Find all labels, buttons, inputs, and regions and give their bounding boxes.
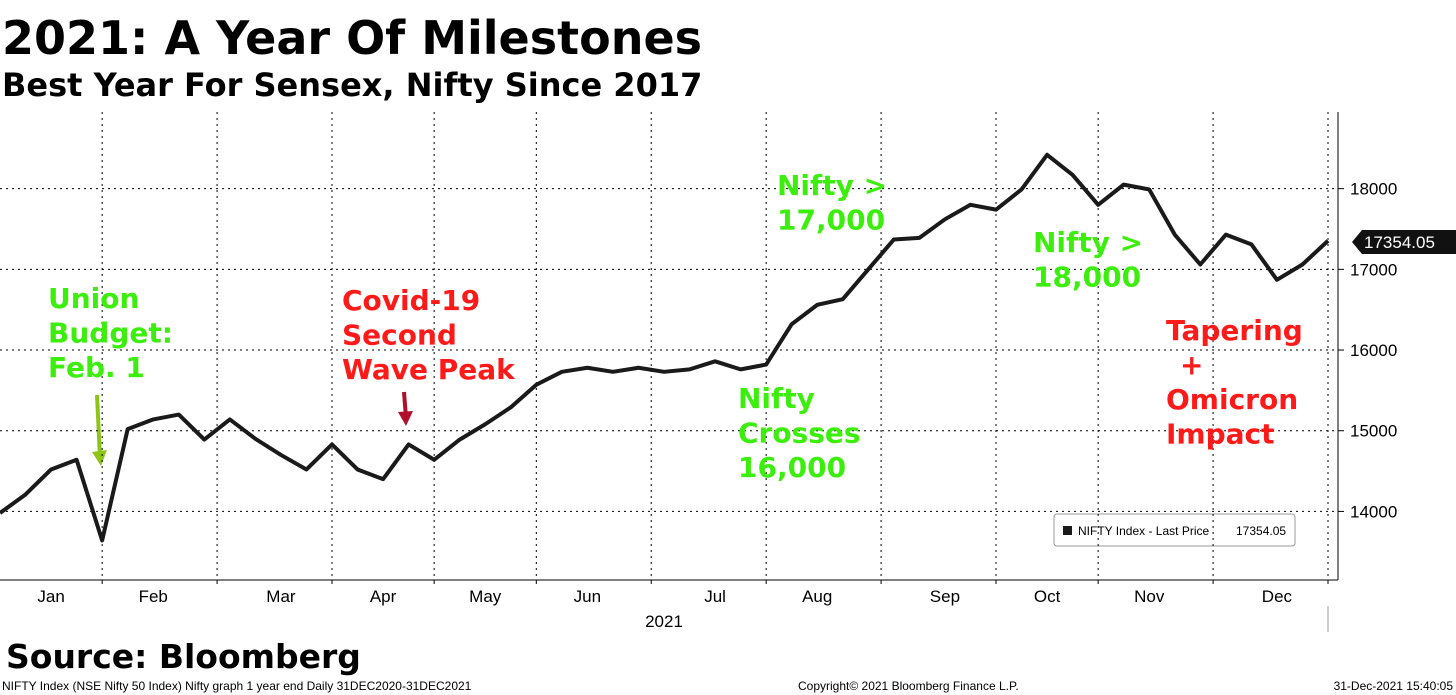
y-tick-label: 16000 [1350, 341, 1397, 360]
footer-left: NIFTY Index (NSE Nifty 50 Index) Nifty g… [2, 679, 472, 693]
annotation: Union [48, 282, 139, 315]
arrow-head [398, 411, 413, 426]
x-tick-label: Oct [1034, 587, 1061, 606]
y-tick-label: 18000 [1350, 180, 1397, 199]
x-tick-label: Dec [1262, 587, 1293, 606]
x-axis-label: 2021 [645, 612, 683, 631]
x-tick-label: Mar [266, 587, 296, 606]
annotation: Budget: [48, 317, 173, 350]
annotation: Second [342, 319, 457, 352]
annotation: Crosses [738, 417, 861, 450]
annotation: Covid-19 [342, 284, 480, 317]
annotation: Feb. 1 [48, 351, 145, 384]
footer-center: Copyright© 2021 Bloomberg Finance L.P. [798, 679, 1019, 693]
annotation: 16,000 [738, 451, 846, 484]
last-price-box [1352, 230, 1456, 254]
price-line [0, 152, 1330, 543]
annotation: Tapering [1166, 314, 1303, 347]
legend-swatch [1063, 526, 1072, 535]
x-tick-label: Jul [704, 587, 726, 606]
x-tick-label: May [469, 587, 502, 606]
annotation: Wave Peak [342, 353, 516, 386]
x-tick-label: Jun [574, 587, 601, 606]
annotation: Impact [1166, 418, 1275, 451]
annotation: Nifty > [1033, 226, 1143, 259]
annotation: Nifty [738, 382, 815, 415]
legend-value: 17354.05 [1236, 524, 1286, 538]
annotation: 17,000 [777, 204, 885, 237]
source: Source: Bloomberg [6, 637, 361, 676]
annotation: + [1180, 349, 1203, 382]
y-tick-label: 15000 [1350, 422, 1397, 441]
y-tick-label: 14000 [1350, 502, 1397, 521]
x-tick-label: Nov [1134, 587, 1165, 606]
arrow-head [92, 450, 107, 466]
last-price-label: 17354.05 [1364, 233, 1435, 252]
x-tick-label: Sep [930, 587, 960, 606]
arrow [95, 394, 102, 459]
chart-subtitle: Best Year For Sensex, Nifty Since 2017 [2, 66, 702, 104]
x-tick-label: Apr [370, 587, 397, 606]
x-tick-label: Feb [139, 587, 168, 606]
x-tick-label: Jan [37, 587, 64, 606]
legend [1053, 513, 1296, 547]
annotation: 18,000 [1033, 261, 1141, 294]
legend-label: NIFTY Index - Last Price [1078, 524, 1209, 538]
chart-title: 2021: A Year Of Milestones [2, 11, 702, 65]
annotation: Omicron [1166, 383, 1298, 416]
footer-right: 31-Dec-2021 15:40:05 [1334, 679, 1454, 693]
x-tick-label: Aug [802, 587, 832, 606]
y-tick-label: 17000 [1350, 260, 1397, 279]
annotation: Nifty > [777, 169, 887, 202]
